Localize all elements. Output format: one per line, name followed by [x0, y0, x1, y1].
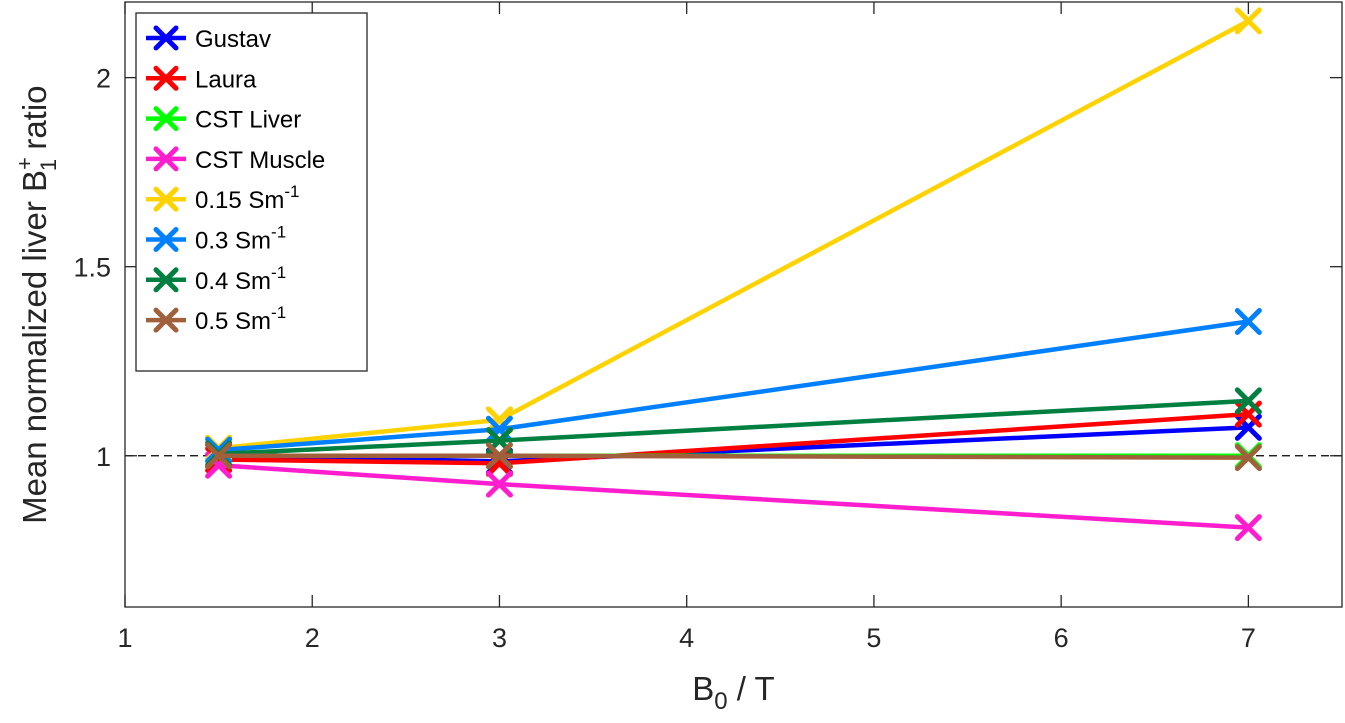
legend-item-cst-muscle: CST Muscle [146, 146, 325, 174]
x-tick-label: 5 [866, 623, 881, 653]
x-tick-label: 2 [305, 623, 320, 653]
legend-label: 0.3 Sm-1 [195, 223, 286, 255]
y-tick-label: 1.5 [73, 253, 111, 283]
series-0-5-sm [205, 442, 1262, 472]
x-tick-label: 6 [1054, 623, 1069, 653]
legend-label: 0.15 Sm-1 [195, 182, 300, 214]
x-tick-label: 1 [117, 623, 132, 653]
series-cst-muscle [205, 451, 1262, 542]
legend-item-0-15-sm: 0.15 Sm-1 [146, 182, 300, 214]
legend-item-laura: Laura [146, 65, 257, 93]
x-tick-label: 7 [1241, 623, 1256, 653]
legend-marker-stroke [153, 146, 179, 172]
data-point-cst-muscle-stroke [485, 470, 513, 498]
legend-item-0-5-sm: 0.5 Sm-1 [146, 303, 286, 335]
legend-label: CST Muscle [195, 147, 325, 174]
legend-item-gustav: Gustav [146, 25, 271, 53]
legend-marker-stroke [153, 227, 179, 252]
x-axis-ticks: 1 2 3 4 5 6 7 [117, 2, 1256, 653]
data-point-0-5-sm-stroke [485, 442, 513, 470]
legend-label: CST Liver [195, 107, 301, 134]
legend-items: Gustav Laura CST Liver CST Muscle 0.15 Sm-1 0… [146, 25, 325, 335]
legend: Gustav Laura CST Liver CST Muscle 0.15 Sm-1 0… [135, 12, 368, 372]
legend-item-0-4-sm: 0.4 Sm-1 [146, 263, 286, 295]
legend-marker-stroke [153, 267, 179, 293]
data-point-0-5-sm-stroke [205, 442, 233, 470]
legend-label: 0.5 Sm-1 [195, 303, 286, 335]
series-line-0-5-sm [218, 453, 1249, 460]
data-point-cst-muscle-stroke [1234, 514, 1262, 542]
x-axis-label: B0 / T [692, 670, 774, 715]
series-layer [205, 7, 1262, 542]
legend-label: 0.4 Sm-1 [195, 263, 286, 295]
data-point-0-15-sm-stroke [1234, 7, 1262, 35]
legend-label: Laura [195, 66, 257, 93]
y-axis-label: Mean normalized liver B+1 ratio [12, 85, 61, 523]
x-tick-label: 4 [679, 623, 694, 653]
series-line-cst-muscle [218, 462, 1249, 530]
y-tick-label: 1 [96, 442, 111, 472]
legend-item-cst-liver: CST Liver [146, 106, 301, 134]
data-point-0-3-sm-stroke [1234, 308, 1262, 336]
x-tick-label: 3 [492, 623, 507, 653]
plot-area-frame [124, 1, 1343, 608]
y-axis-ticks: 11.52 [73, 64, 1342, 472]
legend-marker-stroke [153, 186, 179, 212]
legend-item-0-3-sm: 0.3 Sm-1 [146, 223, 286, 255]
series-line-0-15-sm [218, 18, 1250, 451]
data-point-0-4-sm-stroke [1234, 387, 1262, 415]
legend-marker-stroke [153, 307, 179, 333]
data-point-0-15-sm-stroke [485, 406, 513, 434]
legend-marker-stroke [153, 65, 179, 91]
y-tick-label: 2 [96, 64, 111, 94]
legend-marker-stroke [153, 106, 179, 132]
data-point-0-3-sm-stroke [205, 436, 233, 464]
data-point-0-5-sm-stroke [1234, 444, 1262, 472]
legend-marker-stroke [153, 25, 179, 51]
legend-label: Gustav [195, 26, 271, 53]
